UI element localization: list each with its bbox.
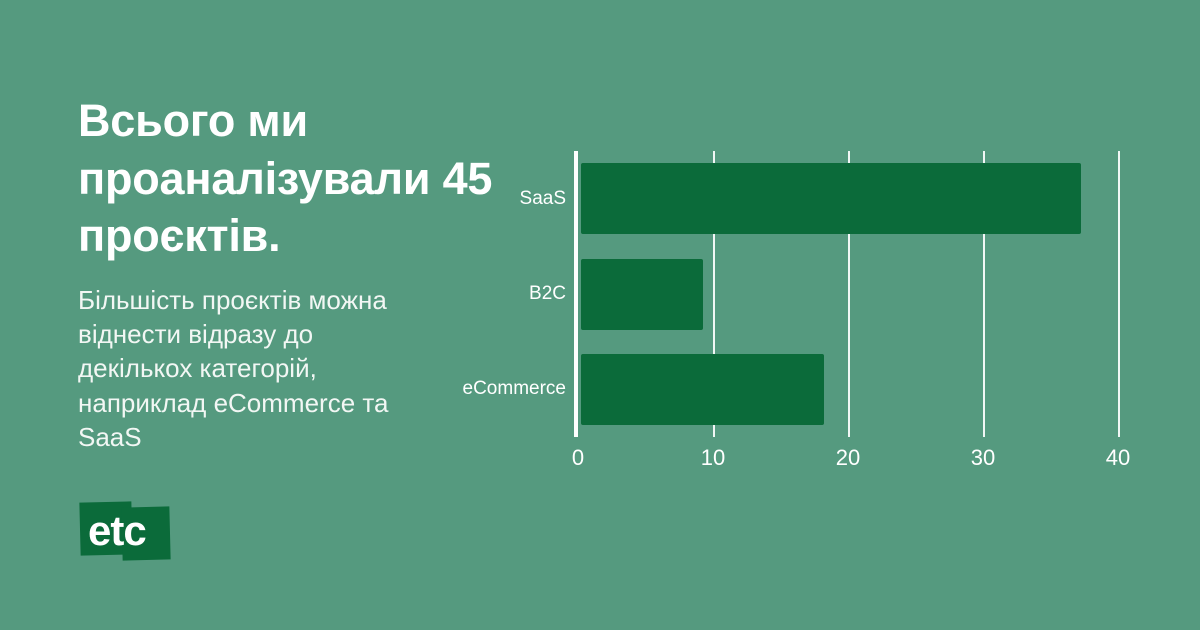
headline: Всього ми проаналізували 45 проєктів.: [78, 95, 493, 262]
bar-chart: SaaS B2C eCommerce 0 10 20 30 40: [430, 145, 1170, 485]
bar-ecommerce: [581, 353, 824, 425]
bar-saas: [581, 163, 1081, 235]
category-label-saas: SaaS: [519, 187, 566, 209]
gridline: [848, 151, 850, 437]
gridline: [713, 151, 715, 437]
plot-area: [578, 151, 1120, 437]
x-tick-0: 0: [571, 445, 585, 470]
category-label-ecommerce: eCommerce: [462, 378, 566, 400]
x-tick-40: 40: [1105, 445, 1131, 470]
gridline: [1118, 151, 1120, 437]
y-axis-line: [574, 151, 578, 437]
x-tick-20: 20: [835, 445, 861, 470]
text-column: Всього ми проаналізували 45 проєктів. Бі…: [78, 92, 498, 454]
bar-b2c: [581, 258, 703, 330]
x-tick-10: 10: [700, 445, 726, 470]
x-tick-30: 30: [970, 445, 996, 470]
logo-wordmark: etc: [88, 507, 147, 554]
etc-logo: etc: [79, 500, 172, 561]
subheadline: Більшість проєктів можна віднести відраз…: [78, 284, 389, 453]
gridline: [983, 151, 985, 437]
category-label-b2c: B2C: [529, 283, 566, 304]
